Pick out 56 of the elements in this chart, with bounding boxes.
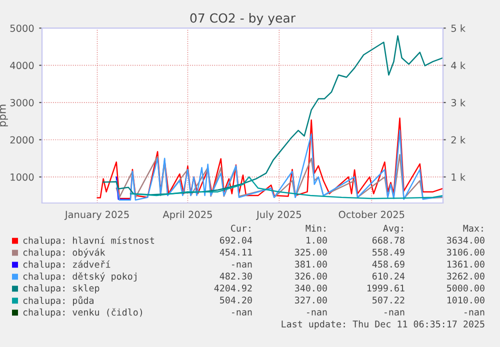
text: 1361.00 xyxy=(447,260,484,268)
text: 325.00 xyxy=(295,248,327,256)
text: 5000.00 xyxy=(447,284,484,292)
text: 3634.00 xyxy=(446,236,484,244)
x-tick-label: October 2025 xyxy=(338,210,404,218)
y2-tick-label: 3 k xyxy=(451,98,466,106)
y2-tick-label: 5 k xyxy=(451,24,466,32)
text: 692.04 xyxy=(220,236,252,244)
text: Max: xyxy=(463,224,483,232)
text: 1999.61 xyxy=(367,284,404,292)
text: 327.00 xyxy=(295,296,327,304)
text: 610.24 xyxy=(372,272,405,280)
text: Cur: xyxy=(231,224,250,232)
text: 340.00 xyxy=(295,284,327,292)
x-tick-label: July 2025 xyxy=(256,210,301,220)
text: Min: xyxy=(306,224,326,232)
text: 668.78 xyxy=(372,236,404,244)
y-tick-label: 4000 xyxy=(10,62,34,70)
text: -nan xyxy=(384,310,404,316)
legend-label: chalupa: zádveří xyxy=(23,260,110,270)
text: -nan xyxy=(307,310,327,316)
chart-title: 07 CO2 - by year xyxy=(190,13,296,26)
legend-label: chalupa: sklep xyxy=(23,284,100,294)
text: 482.30 xyxy=(220,272,252,280)
text: -nan xyxy=(464,310,484,316)
legend-label: chalupa: dětský pokoj xyxy=(23,272,136,282)
text: 454.11 xyxy=(220,248,252,256)
y2-tick-label: 4 k xyxy=(451,62,466,70)
text: Last update: Thu Dec 11 06:35:17 2025 xyxy=(282,320,484,330)
x-tick-label: April 2025 xyxy=(162,210,212,220)
text: 507.22 xyxy=(372,296,404,304)
text: Avg: xyxy=(383,224,403,234)
text: 504.20 xyxy=(220,296,252,304)
legend-label: chalupa: hlavní místnost xyxy=(23,236,154,246)
text: 558.49 xyxy=(372,248,404,256)
y-tick-label: 3000 xyxy=(10,99,34,106)
text: -nan xyxy=(232,262,252,268)
x-tick-label: January 2025 xyxy=(64,210,129,220)
text: 1.00 xyxy=(306,236,327,244)
text: 1010.00 xyxy=(447,296,484,304)
y2-tick-label: 2 k xyxy=(451,136,466,144)
y-tick-label: 2000 xyxy=(10,136,34,144)
y-axis-title: ppm xyxy=(0,104,8,126)
text: 4204.92 xyxy=(214,284,252,292)
text: 381.00 xyxy=(295,260,327,268)
text: 326.00 xyxy=(295,272,327,280)
y-tick-label: 5000 xyxy=(10,24,34,32)
legend-label: chalupa: venku (čidlo) xyxy=(23,308,142,318)
text: -nan xyxy=(232,310,252,316)
y-tick-label: 1000 xyxy=(10,173,34,181)
text: 3106.00 xyxy=(446,248,484,256)
y2-tick-label: 1 k xyxy=(452,173,466,181)
text: 458.69 xyxy=(372,260,404,268)
legend-label: chalupa: půda xyxy=(23,296,94,306)
legend-label: chalupa: obývák xyxy=(23,248,106,258)
text: 3262.00 xyxy=(446,272,484,280)
